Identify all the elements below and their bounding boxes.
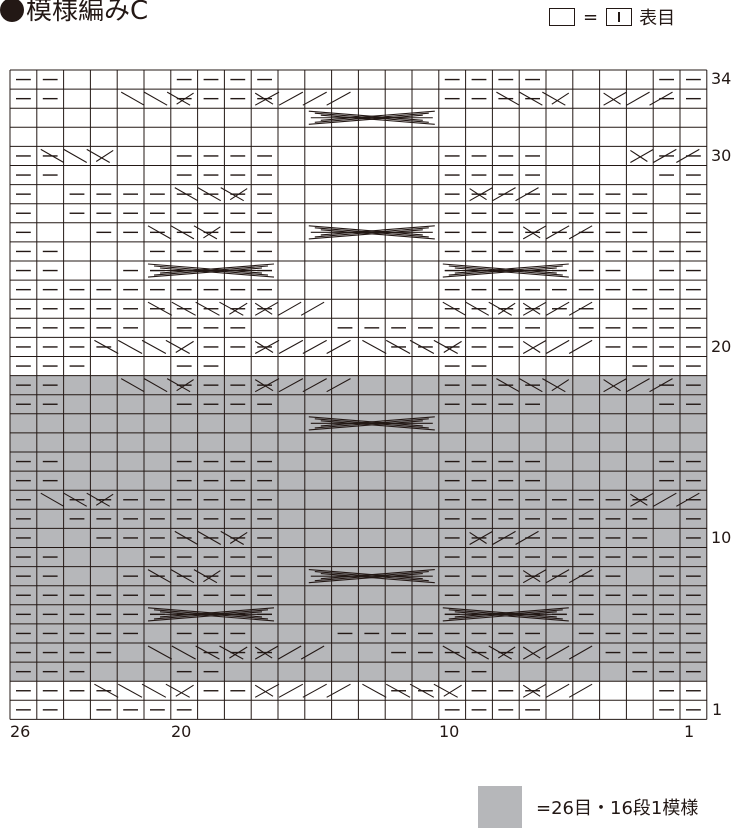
cable-cross-symbol (147, 645, 248, 660)
cable-cross-symbol (469, 530, 539, 545)
cable-cross-symbol (147, 569, 221, 584)
blank-square-icon (549, 8, 575, 26)
cable-cross-symbol (174, 530, 248, 545)
cable-cross-symbol (40, 492, 114, 507)
col-label-26: 26 (10, 722, 31, 741)
row-label-10: 10 (711, 528, 732, 547)
cable-cross-symbol (120, 378, 194, 393)
cable-cross-symbol (442, 607, 569, 622)
cable-cross-symbol (147, 225, 221, 240)
shaded-swatch (478, 786, 522, 828)
legend-label: 表目 (639, 8, 676, 29)
cable-cross-symbol (603, 378, 673, 393)
cable-cross-symbol (522, 301, 593, 316)
title-text: 模様編みC (26, 0, 149, 26)
cable-cross-symbol (522, 569, 593, 584)
col-label-10: 10 (439, 722, 460, 741)
cable-cross-symbol (442, 645, 516, 660)
cable-cross-symbol (362, 339, 462, 354)
cable-cross-symbol (254, 301, 325, 316)
cable-cross-symbol (603, 91, 673, 106)
cable-cross-symbol (147, 263, 275, 278)
row-label-20: 20 (711, 337, 732, 356)
col-label-1: 1 (684, 722, 695, 741)
symbol-legend: = 表目 (549, 5, 675, 29)
cable-cross-symbol (147, 301, 248, 316)
cable-cross-symbol (94, 683, 194, 698)
cable-cross-symbol (522, 645, 593, 660)
cable-cross-symbol (630, 492, 700, 507)
cable-cross-symbol (147, 607, 275, 622)
cable-cross-symbol (522, 683, 593, 698)
cable-cross-symbol (94, 339, 194, 354)
cable-cross-symbol (308, 110, 435, 125)
vertical-bar-knit-symbol-icon (606, 8, 633, 26)
cable-cross-symbol (496, 378, 570, 393)
row-label-30: 30 (711, 146, 732, 165)
cable-cross-symbol (522, 225, 593, 240)
cable-cross-symbol (308, 416, 435, 431)
cable-cross-symbol (442, 301, 516, 316)
cable-cross-symbol (442, 263, 569, 278)
cable-cross-symbol (254, 645, 325, 660)
cable-cross-symbol (254, 683, 351, 698)
repeat-note: =26目・16段1模様 (536, 798, 699, 819)
cable-cross-symbol (120, 91, 194, 106)
cable-cross-symbol (40, 148, 114, 163)
cable-cross-symbol (362, 683, 462, 698)
cable-cross-symbol (308, 569, 435, 584)
col-label-20: 20 (171, 722, 192, 741)
repeat-legend: =26目・16段1模様 (478, 786, 698, 828)
row-label-1: 1 (712, 700, 723, 719)
cable-cross-symbol (496, 91, 570, 106)
cable-cross-symbol (174, 187, 248, 202)
cable-cross-symbol (630, 148, 700, 163)
pattern-title: 模様編みC (0, 0, 148, 28)
cable-cross-symbol (469, 187, 539, 202)
legend-equals: = (583, 6, 599, 28)
cable-cross-symbol (254, 378, 351, 393)
cable-cross-symbol (308, 225, 435, 240)
row-label-34: 34 (711, 69, 732, 88)
cable-cross-symbol (254, 339, 351, 354)
bullet-icon (0, 0, 24, 22)
cable-cross-symbol (522, 339, 593, 354)
cable-cross-symbol (254, 91, 351, 106)
